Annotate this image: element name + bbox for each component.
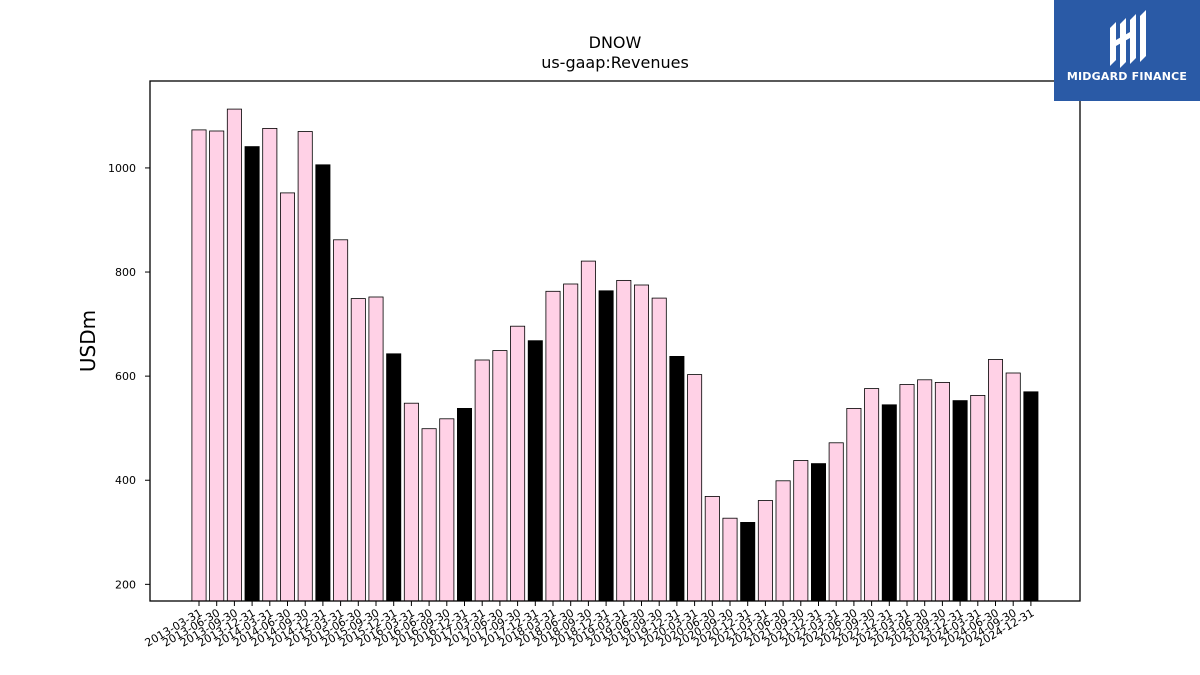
bar-2014-06-30: [279, 192, 295, 602]
y-tick-label: 200: [115, 578, 136, 591]
bar-2017-09-30: [510, 325, 526, 602]
bar-2021-06-30: [775, 480, 791, 602]
y-tick-label: 1000: [108, 162, 136, 175]
bar-2016-09-30: [439, 418, 455, 602]
bar-2014-03-31: [262, 127, 278, 602]
bar-2019-06-30: [634, 284, 650, 602]
bar-2018-09-30: [580, 260, 596, 602]
bar-2019-09-30: [651, 297, 667, 602]
bar-2020-03-31: [687, 374, 703, 602]
bars-group: [191, 108, 1039, 602]
y-tick-label: 400: [115, 474, 136, 487]
brand-name: MIDGARD FINANCE: [1066, 70, 1188, 83]
x-axis: 2013-03-312013-06-302013-09-302013-12-31…: [143, 601, 1036, 650]
y-axis: 200 400 600 800 1000: [108, 162, 150, 591]
bar-2013-03-31: [191, 129, 207, 602]
bar-2021-09-30: [793, 460, 809, 602]
bar-2023-12-31: [952, 400, 968, 602]
bar-2018-06-30: [563, 283, 579, 602]
bar-2013-09-30: [226, 108, 242, 602]
bar-2022-12-31: [881, 404, 897, 602]
midgard-logo-icon: [1110, 10, 1146, 68]
chart-subtitle: us-gaap:Revenues: [541, 53, 689, 72]
bar-2023-06-30: [917, 379, 933, 602]
midgard-finance-logo: MIDGARD FINANCE: [1054, 0, 1200, 101]
bar-2024-09-30: [1005, 372, 1021, 602]
bar-2016-12-31: [456, 407, 472, 602]
bar-2016-06-30: [421, 428, 437, 602]
bar-2015-03-31: [333, 239, 349, 602]
bar-2020-09-30: [722, 517, 738, 602]
y-tick-label: 600: [115, 370, 136, 383]
bar-2024-03-31: [970, 394, 986, 602]
bar-2015-09-30: [368, 296, 384, 602]
bar-2013-06-30: [209, 130, 225, 602]
bar-2023-09-30: [934, 381, 950, 602]
bar-2018-03-31: [545, 290, 561, 602]
bar-2014-09-30: [297, 131, 313, 602]
bar-2020-06-30: [704, 495, 720, 602]
bar-2023-03-31: [899, 384, 915, 602]
bar-2015-12-31: [386, 353, 402, 602]
bar-2022-06-30: [846, 407, 862, 602]
bar-2016-03-31: [403, 402, 419, 602]
y-tick-label: 800: [115, 266, 136, 279]
bar-2015-06-30: [350, 298, 366, 602]
chart-title: DNOW: [589, 33, 642, 52]
bar-2021-12-31: [811, 463, 827, 602]
y-axis-label: USDm: [76, 310, 100, 372]
bar-2020-12-31: [740, 522, 756, 602]
bar-2017-06-30: [492, 350, 508, 602]
bar-2014-12-31: [315, 164, 331, 602]
bar-2017-03-31: [474, 359, 490, 602]
bar-2019-03-31: [616, 279, 632, 602]
bar-2013-12-31: [244, 146, 260, 602]
bar-2022-09-30: [864, 388, 880, 602]
bar-2022-03-31: [828, 442, 844, 602]
bar-2017-12-31: [527, 340, 543, 602]
bar-2018-12-31: [598, 290, 614, 602]
bar-2024-06-30: [988, 359, 1004, 602]
plot-frame: [149, 80, 1081, 602]
bar-2019-12-31: [669, 355, 685, 602]
bar-2024-12-31: [1023, 391, 1039, 602]
bar-2021-03-31: [757, 500, 773, 602]
